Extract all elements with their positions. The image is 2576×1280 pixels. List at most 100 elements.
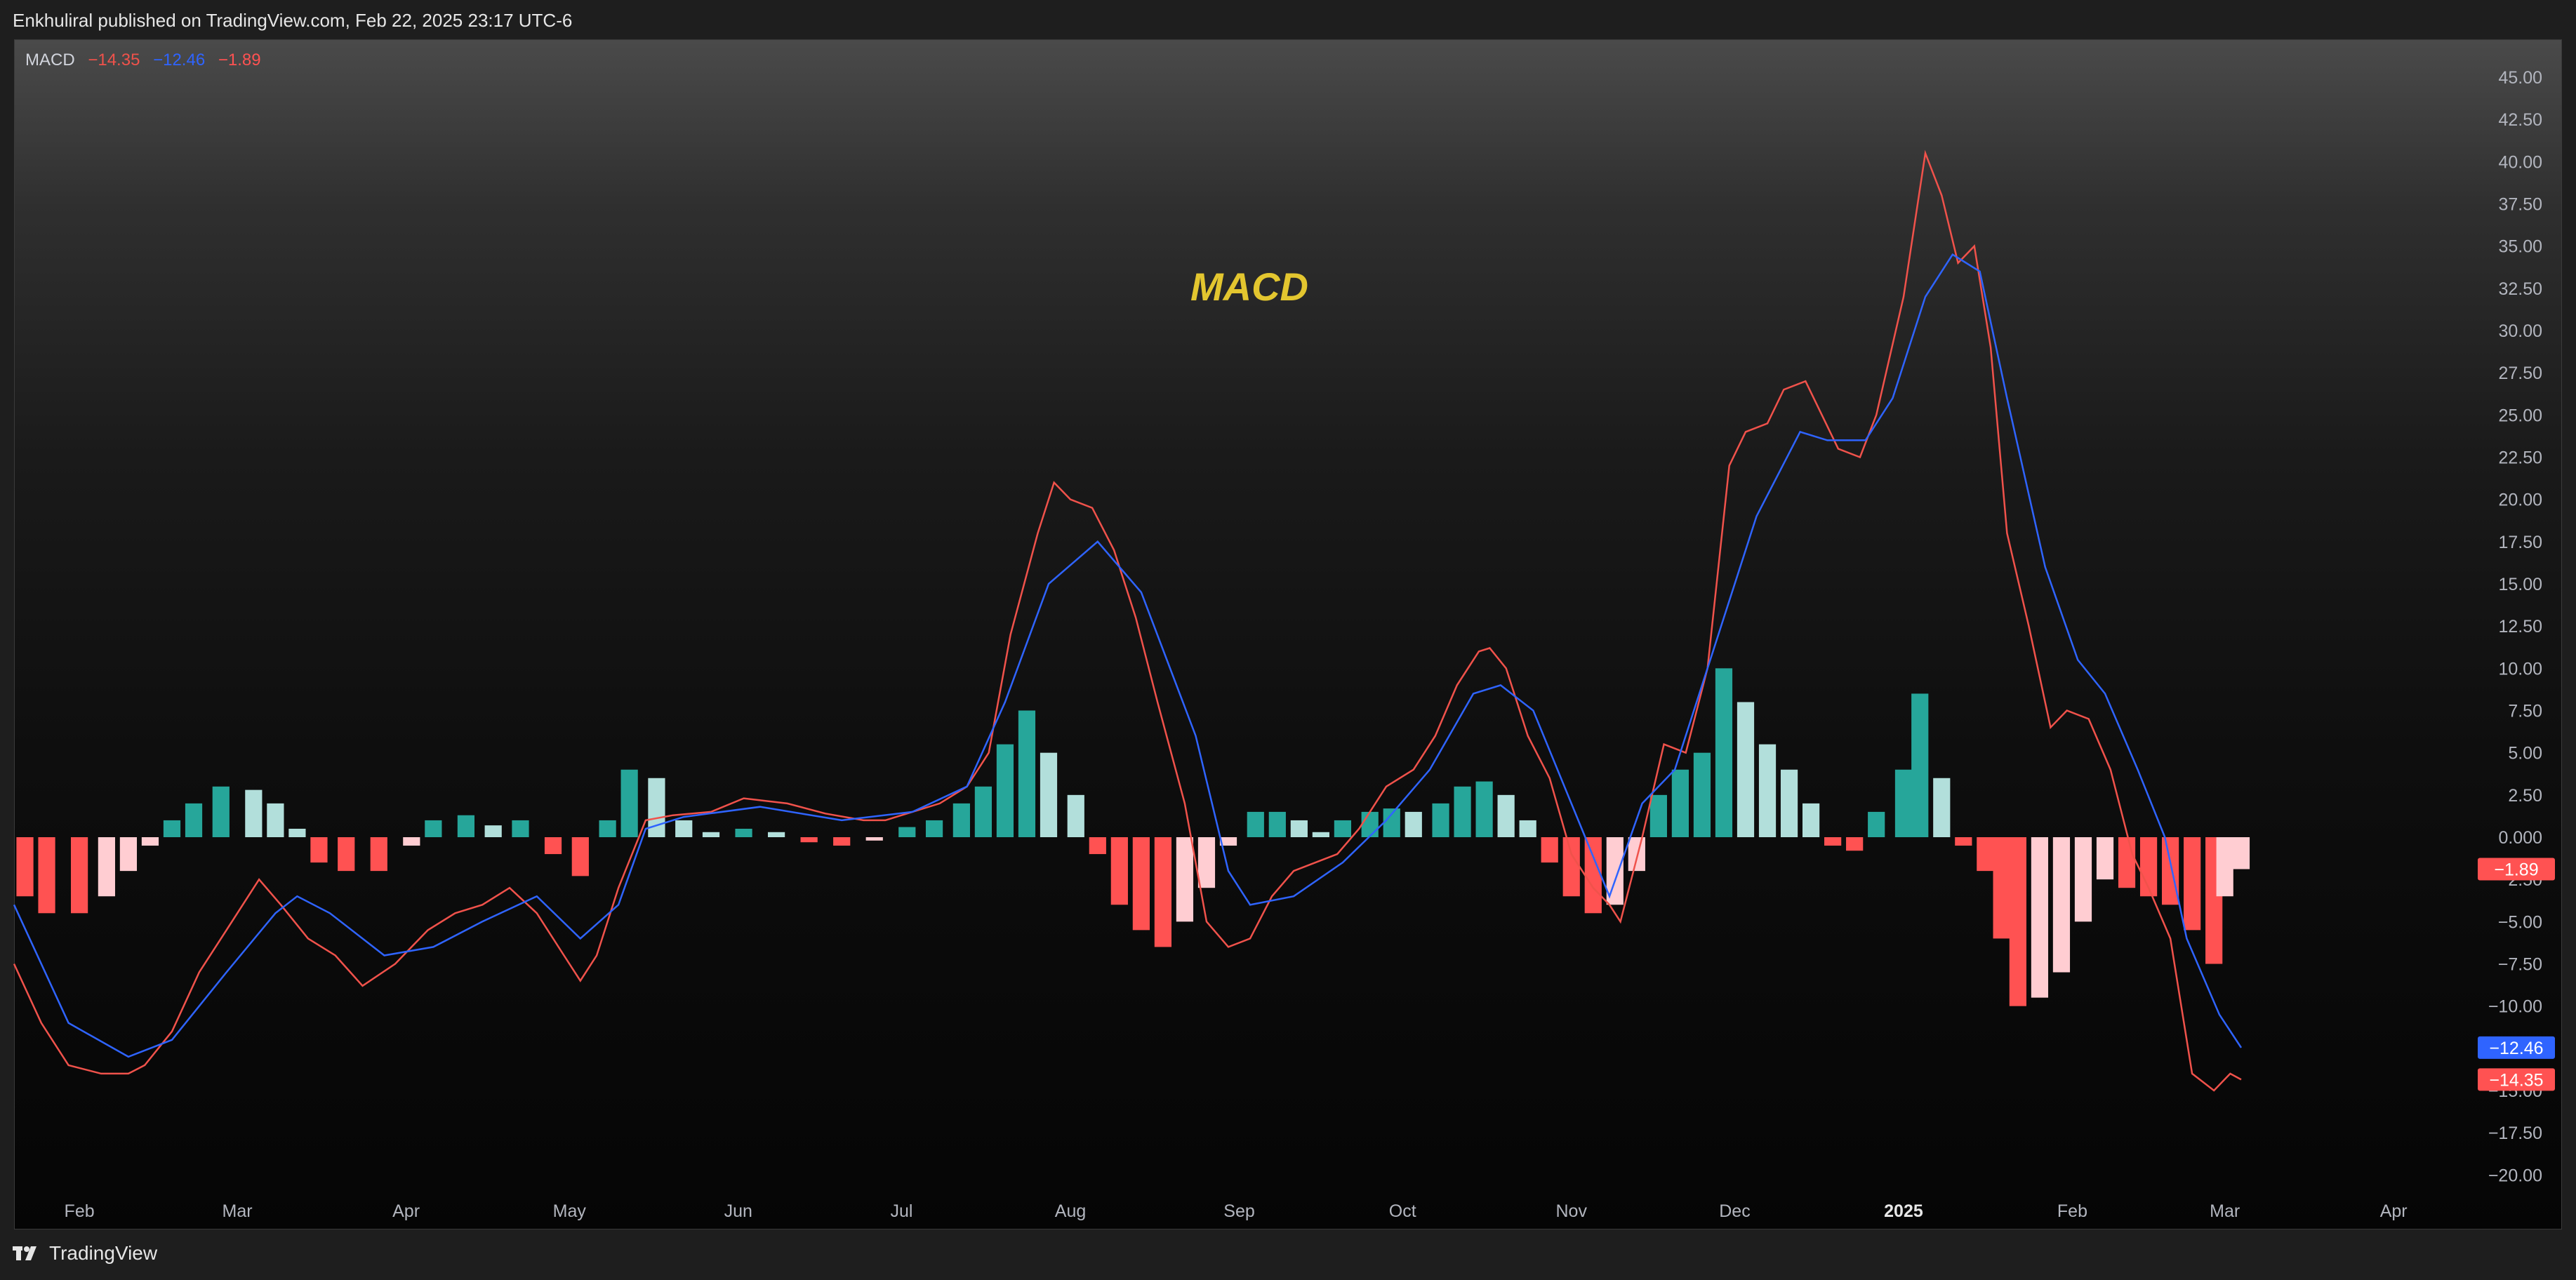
x-tick-label: 2025 xyxy=(1884,1201,1923,1221)
x-tick-label: Mar xyxy=(223,1201,253,1221)
x-tick-label: Oct xyxy=(1389,1201,1416,1221)
histogram-bar xyxy=(1933,778,1951,837)
histogram-bar xyxy=(1780,769,1798,837)
histogram-bar xyxy=(2118,837,2136,888)
histogram-bar xyxy=(403,837,420,846)
histogram-bar xyxy=(1334,820,1352,837)
histogram-bar xyxy=(1089,837,1106,855)
legend-signal-value: −12.46 xyxy=(153,51,206,69)
y-tick-label: 27.50 xyxy=(2498,364,2542,383)
histogram-bar xyxy=(1993,837,2010,939)
histogram-bar xyxy=(1868,811,1885,837)
histogram-bar xyxy=(898,827,916,837)
histogram-bar xyxy=(1176,837,1194,922)
histogram-bar xyxy=(800,837,818,843)
x-tick-label: Jun xyxy=(724,1201,752,1221)
histogram-bar xyxy=(185,803,203,837)
histogram-bar xyxy=(1562,837,1580,897)
legend-macd-value: −14.35 xyxy=(88,51,140,69)
histogram-bar xyxy=(1312,832,1329,837)
legend-hist-value: −1.89 xyxy=(218,51,261,69)
histogram-bar xyxy=(996,744,1014,837)
x-tick-label: Apr xyxy=(392,1201,420,1221)
price-tag xyxy=(2478,858,2555,881)
histogram-bar xyxy=(865,837,883,841)
histogram-bar xyxy=(767,832,785,837)
histogram-bar xyxy=(288,828,306,837)
publish-note: Enkhuliral published on TradingView.com,… xyxy=(13,10,573,31)
histogram-bar xyxy=(571,837,589,876)
histogram-bar xyxy=(675,820,693,837)
histogram-bar xyxy=(141,837,159,846)
histogram-bar xyxy=(2162,837,2179,905)
y-tick-label: 7.50 xyxy=(2508,702,2542,721)
y-tick-label: −7.50 xyxy=(2498,955,2542,975)
indicator-legend[interactable]: MACD −14.35 −12.46 −1.89 xyxy=(25,51,270,70)
histogram-bar xyxy=(1405,811,1422,837)
histogram-bar xyxy=(2031,837,2049,998)
histogram-bar xyxy=(1497,794,1515,837)
histogram-bar xyxy=(70,837,88,914)
histogram-bar xyxy=(1737,702,1755,837)
histogram-bar xyxy=(833,837,851,846)
histogram-bar xyxy=(1758,744,1777,837)
histogram-bar xyxy=(1541,837,1558,863)
histogram-bar xyxy=(310,837,328,863)
histogram-bar xyxy=(1802,803,1820,837)
histogram-bar xyxy=(702,832,720,837)
histogram-bar xyxy=(2052,837,2071,973)
x-tick-label: Jul xyxy=(891,1201,913,1221)
lines-layer xyxy=(13,149,2243,1092)
histogram-bar xyxy=(484,825,502,837)
histogram-bar xyxy=(1268,811,1286,837)
histogram-bar xyxy=(1649,794,1667,837)
histogram-bar xyxy=(952,803,970,837)
x-tick-label: Mar xyxy=(2210,1201,2240,1221)
tradingview-logo-icon xyxy=(13,1246,36,1260)
tradingview-logo[interactable]: TradingView xyxy=(13,1242,157,1265)
histogram-bar xyxy=(512,820,529,837)
price-tag-label: −1.89 xyxy=(2494,860,2538,879)
histogram-bar xyxy=(1132,837,1150,931)
x-tick-label: Dec xyxy=(1719,1201,1750,1221)
histogram-bar xyxy=(425,820,442,837)
price-tag xyxy=(2478,1068,2555,1091)
histogram-bar xyxy=(1846,837,1864,851)
histogram-bar xyxy=(1247,811,1264,837)
x-axis: Feb Mar Apr May Jun Jul Aug Sep Oct Nov Dec 2025 Feb… xyxy=(65,1201,2408,1221)
histogram-bar xyxy=(1671,769,1689,837)
x-tick-label: Apr xyxy=(2380,1201,2408,1221)
y-tick-label: 5.00 xyxy=(2508,744,2542,764)
chart-panel[interactable] xyxy=(14,39,2562,1229)
footer-bar xyxy=(0,1229,2576,1280)
histogram-bar xyxy=(1040,752,1058,837)
price-tag-label: −14.35 xyxy=(2489,1070,2543,1090)
header-bar: Enkhuliral published on TradingView.com,… xyxy=(0,0,2576,39)
histogram-bar xyxy=(1018,710,1036,837)
histogram-bar xyxy=(457,815,475,837)
y-tick-label: 35.00 xyxy=(2498,237,2542,257)
histogram-bar xyxy=(1361,811,1379,837)
histogram-bar xyxy=(1219,837,1237,846)
y-tick-label: 45.00 xyxy=(2498,68,2542,88)
histogram-bar xyxy=(2232,837,2250,869)
y-tick-label: 2.50 xyxy=(2508,786,2542,806)
y-tick-label: 17.50 xyxy=(2498,533,2542,552)
macd-line xyxy=(13,149,2242,1092)
price-tags: −1.89 −12.46 −14.35 xyxy=(2478,858,2555,1091)
y-tick-label: 22.50 xyxy=(2498,448,2542,468)
histogram-bar xyxy=(38,837,55,914)
y-tick-label: 15.00 xyxy=(2498,575,2542,594)
histogram-bar xyxy=(2096,837,2114,880)
y-tick-label: 10.00 xyxy=(2498,659,2542,679)
histogram-bar xyxy=(620,769,638,837)
y-tick-label: 40.00 xyxy=(2498,152,2542,172)
histogram-bar xyxy=(1432,803,1449,837)
y-tick-label: 25.00 xyxy=(2498,406,2542,425)
y-axis: 45.00 42.50 40.00 37.50 35.00 32.50 30.00 27.50… xyxy=(2488,68,2542,1185)
histogram-bar xyxy=(1911,693,1929,837)
y-tick-label: 30.00 xyxy=(2498,321,2542,341)
x-tick-label: Aug xyxy=(1055,1201,1086,1221)
histogram-bar xyxy=(1693,752,1711,837)
